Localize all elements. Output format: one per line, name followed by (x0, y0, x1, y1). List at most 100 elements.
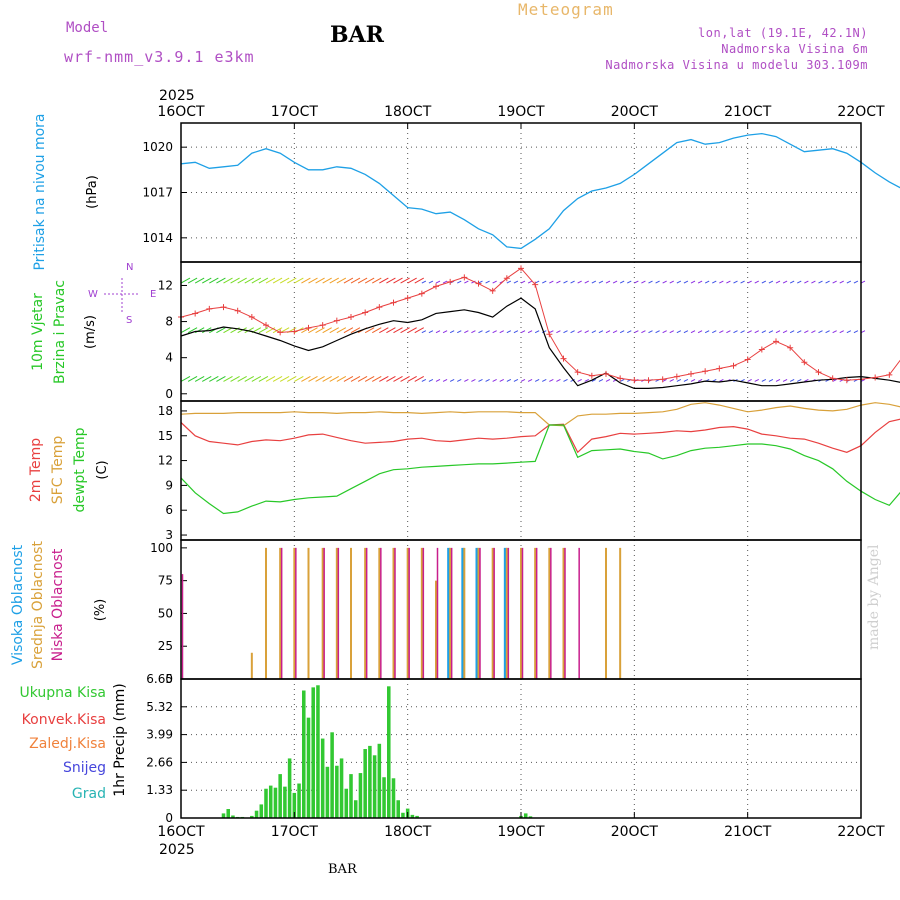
wind-direction-arrow (421, 280, 427, 284)
wind-direction-arrow (520, 378, 526, 382)
wind-direction-arrow (676, 330, 682, 334)
wind-direction-arrow (704, 280, 710, 284)
wind-gust-point (815, 369, 822, 376)
wind-gust-point (475, 280, 482, 287)
wind-gust-point (886, 371, 893, 378)
precip-bar (523, 813, 528, 818)
top-day-label: 22OCT (837, 104, 885, 120)
wind-direction-arrow (499, 378, 504, 382)
wind-gust-point (503, 275, 510, 282)
wind-gust-point (843, 377, 850, 384)
wind-direction-arrow (648, 330, 653, 334)
precip-bar (302, 690, 306, 818)
wind-direction-arrow (308, 277, 318, 284)
wind-axis-subtitle: Brzina i Pravac (52, 280, 68, 384)
elevation-label: Nadmorska Visina 6m (721, 42, 868, 56)
wind-direction-arrow (364, 277, 375, 284)
wind-direction-arrow (804, 378, 809, 382)
wind-direction-arrow (768, 330, 774, 334)
wind-direction-arrow (471, 378, 476, 382)
compass-south: S (126, 315, 132, 326)
precip-bar (372, 755, 377, 818)
cloud-unit-label: (%) (93, 599, 108, 622)
wind-direction-arrow (556, 330, 561, 334)
wind-direction-arrow (407, 277, 417, 284)
precip-bar (415, 815, 419, 818)
wind-direction-arrow (357, 375, 368, 382)
wind-gust-point (489, 287, 496, 294)
wind-direction-arrow (605, 378, 611, 382)
wind-direction-arrow (202, 277, 212, 284)
wind-direction-arrow (605, 280, 611, 284)
wind-direction-arrow (428, 378, 434, 382)
wind-direction-arrow (287, 375, 297, 382)
wind-gust-point (560, 355, 567, 362)
wind-direction-arrow (577, 330, 582, 334)
wind-direction-arrow (315, 327, 325, 334)
model-run-label: wrf-nmm_v3.9.1 e3km (64, 48, 255, 66)
top-year-label: 2025 (159, 88, 195, 104)
cloud-tick-label: 50 (158, 606, 173, 620)
wind-direction-arrow (563, 280, 568, 284)
wind-direction-arrow (853, 280, 859, 284)
precip-bar (368, 745, 372, 818)
wind-direction-arrow (272, 375, 283, 382)
wind-direction-arrow (421, 330, 427, 334)
wind-direction-arrow (457, 280, 462, 284)
wind-direction-arrow (464, 378, 469, 382)
wind-direction-arrow (364, 327, 375, 334)
precip-bar (297, 783, 301, 818)
wind-direction-arrow (662, 280, 667, 284)
precip-bar (231, 815, 235, 818)
wind-direction-arrow (690, 378, 696, 382)
wind-direction-arrow (386, 277, 396, 284)
wind-direction-arrow (379, 375, 389, 382)
wind-direction-arrow (584, 280, 589, 284)
bottom-day-label: 16OCT (157, 824, 205, 840)
wind-gust-point (220, 304, 227, 311)
precip-bar (391, 778, 396, 818)
legend-hail: Grad (72, 786, 106, 802)
wind-direction-arrow (343, 375, 354, 382)
wind-direction-arrow (619, 378, 625, 382)
wind-direction-arrow (499, 330, 504, 334)
compass-west: W (88, 289, 98, 300)
wind-gust-point (801, 359, 808, 366)
wind-direction-arrow (754, 330, 759, 334)
wind-direction-arrow (846, 280, 852, 284)
wind-direction-arrow (712, 280, 717, 284)
model-label: Model (66, 20, 109, 36)
bottom-day-label: 19OCT (497, 824, 545, 840)
wind-direction-arrow (407, 327, 417, 334)
precip-bar (273, 787, 278, 818)
precip-bar (353, 800, 358, 818)
wind-direction-arrow (464, 280, 469, 284)
wind-direction-arrow (683, 378, 689, 382)
wind-direction-arrow (209, 277, 219, 284)
wind-direction-arrow (202, 375, 212, 382)
precip-bar (250, 815, 254, 818)
wind-direction-arrow (634, 280, 639, 284)
bottom-day-label: 20OCT (611, 824, 659, 840)
legend-rain: Ukupna Kisa (19, 685, 106, 701)
precip-bar (259, 804, 264, 818)
wind-direction-arrow (464, 330, 469, 334)
wind-direction-arrow (542, 378, 547, 382)
wind-direction-arrow (492, 330, 497, 334)
wind-direction-arrow (662, 330, 667, 334)
precip-bar (396, 800, 400, 818)
precip-tick-label: 6.65 (146, 672, 173, 686)
precip-bar (268, 785, 273, 818)
wind-direction-arrow (627, 330, 632, 334)
wind-direction-arrow (719, 280, 724, 284)
wind-direction-arrow (818, 280, 823, 284)
wind-gust-point (433, 283, 439, 290)
wind-gust-point (688, 370, 694, 377)
wind-direction-arrow (669, 280, 674, 284)
temp-tick-label: 18 (158, 404, 173, 418)
wind-gust-point (333, 317, 340, 324)
wind-gust-point (659, 376, 666, 383)
temp-tick-label: 3 (165, 528, 173, 542)
wind-direction-arrow (527, 378, 533, 382)
precip-bar (264, 788, 268, 818)
